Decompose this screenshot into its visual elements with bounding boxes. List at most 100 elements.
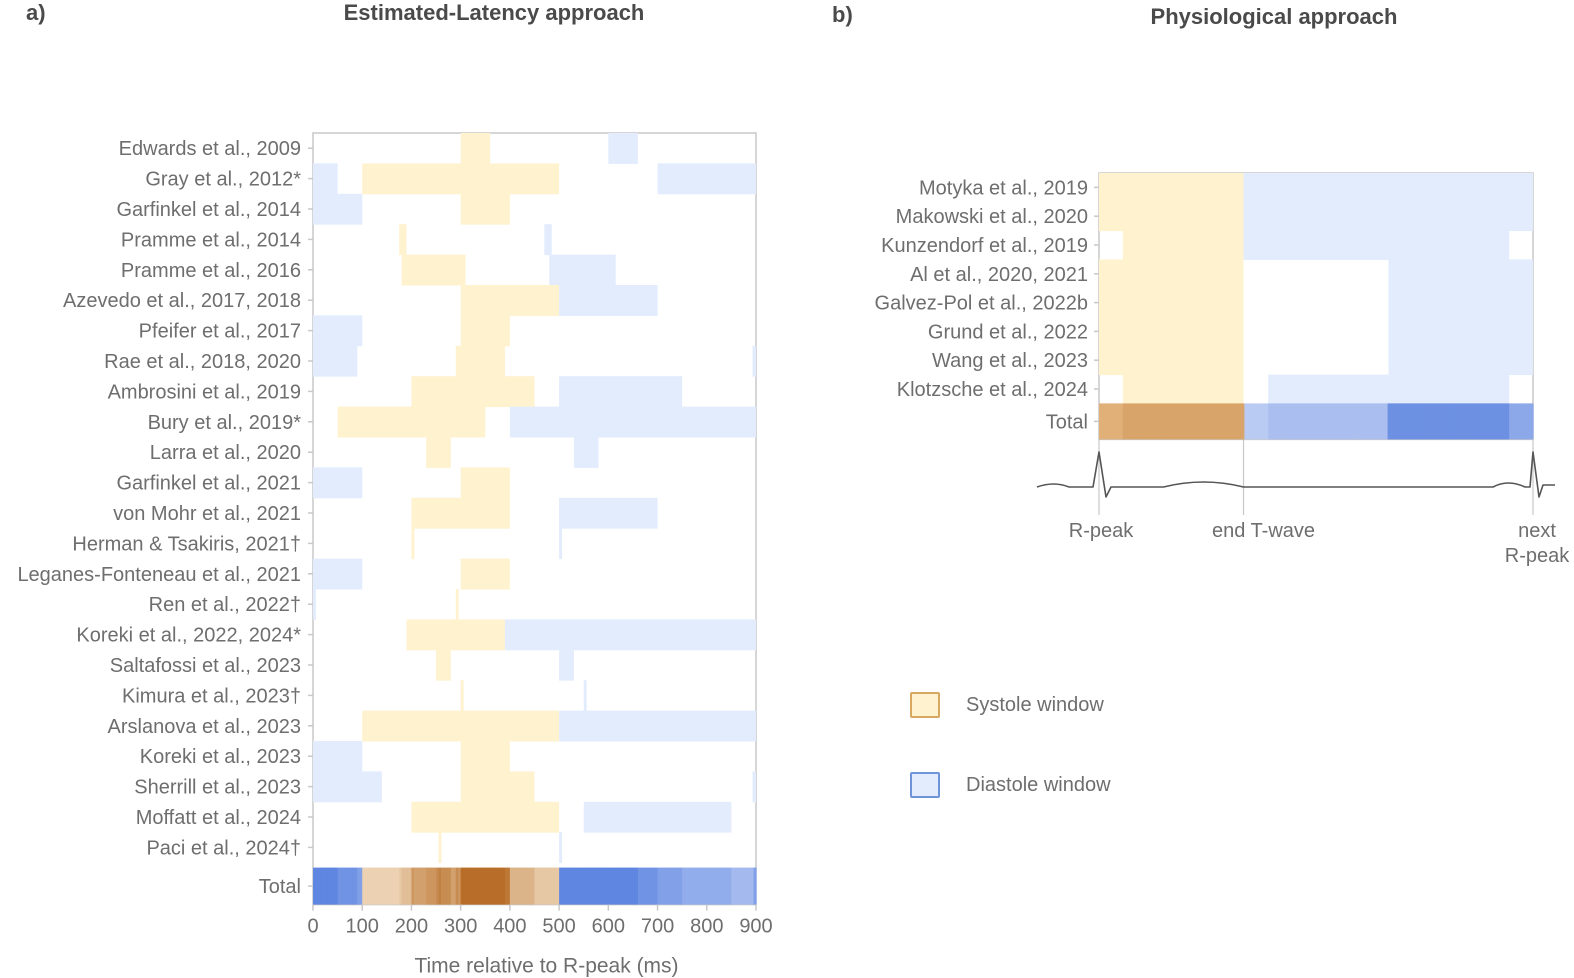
total-cell (335, 867, 339, 905)
total-cell (687, 867, 691, 905)
total-cell (1229, 403, 1232, 440)
total-cell (342, 867, 346, 905)
diastole-bar (573, 437, 599, 468)
total-cell (1511, 403, 1515, 440)
total-cell (1509, 403, 1512, 440)
total-cell (1394, 403, 1397, 440)
total-cell (1400, 403, 1404, 440)
total-cell (349, 867, 353, 905)
total-cell (1402, 403, 1406, 440)
panel-b-letter: b) (832, 2, 853, 27)
x-tick-label: 0 (307, 916, 318, 938)
total-cell (396, 867, 400, 905)
total-cell (1140, 403, 1143, 440)
total-cell (692, 867, 696, 905)
total-cell (1448, 403, 1452, 440)
y-tick-label: Ren et al., 2022† (149, 594, 301, 616)
systole-bar (426, 437, 451, 468)
total-cell (620, 867, 624, 905)
total-cell (1389, 403, 1393, 440)
total-cell (453, 867, 457, 905)
diastole-bar (504, 619, 756, 651)
systole-bar (460, 558, 510, 590)
total-cell (1424, 403, 1428, 440)
total-cell (445, 867, 449, 905)
total-cell (1309, 403, 1313, 440)
total-cell (485, 867, 489, 905)
total-cell (480, 867, 484, 905)
total-cell (517, 867, 521, 905)
total-cell (1470, 403, 1473, 440)
diastole-bar (752, 345, 756, 377)
total-cell (1324, 403, 1328, 440)
total-cell (1435, 403, 1439, 440)
diastole-bar (1388, 288, 1533, 318)
total-cell (701, 867, 705, 905)
total-cell (623, 867, 627, 905)
total-cell (1181, 403, 1185, 440)
total-cell (519, 867, 523, 905)
total-cell (1185, 403, 1189, 440)
y-tick-label: Ambrosini et al., 2019 (108, 381, 301, 403)
total-cell (1294, 403, 1298, 440)
total-cell (1200, 403, 1204, 440)
total-cell (652, 867, 656, 905)
total-cell (662, 867, 666, 905)
panel-a-title: Estimated-Latency approach (343, 0, 645, 25)
total-cell (413, 867, 417, 905)
total-cell (1420, 403, 1423, 440)
diastole-bar (559, 528, 563, 560)
y-tick-label: von Mohr et al., 2021 (113, 503, 301, 525)
total-cell (1224, 403, 1228, 440)
total-cell (674, 867, 678, 905)
total-cell (1109, 403, 1113, 440)
total-cell (1519, 403, 1523, 440)
systole-bar (1099, 259, 1244, 289)
total-cell (1125, 403, 1128, 440)
diastole-bar (559, 376, 683, 408)
total-cell (1218, 403, 1222, 440)
total-cell (428, 867, 432, 905)
total-cell (660, 867, 664, 905)
total-cell (1177, 403, 1180, 440)
landmark-end-t-wave: end T-wave (1212, 520, 1315, 542)
total-cell (1517, 403, 1521, 440)
total-cell (1302, 403, 1306, 440)
y-tick-label: Garfinkel et al., 2014 (116, 199, 301, 221)
total-cell (1426, 403, 1430, 440)
total-cell (468, 867, 472, 905)
total-cell (357, 867, 361, 905)
total-cell (372, 867, 376, 905)
systole-bar (1122, 374, 1244, 404)
y-tick-label: Sherrill et al., 2023 (134, 777, 301, 799)
total-cell (1148, 403, 1152, 440)
total-cell (416, 867, 420, 905)
total-cell (1211, 403, 1215, 440)
total-cell (1205, 403, 1209, 440)
total-cell (1346, 403, 1350, 440)
total-cell (1099, 403, 1102, 440)
total-cell (1250, 403, 1254, 440)
total-cell (549, 867, 553, 905)
total-cell (1253, 403, 1256, 440)
total-cell (512, 867, 516, 905)
total-cell (1151, 403, 1154, 440)
total-cell (640, 867, 644, 905)
diastole-bar (1243, 230, 1510, 260)
total-cell (689, 867, 693, 905)
total-cell (1381, 403, 1384, 440)
total-cell (724, 867, 728, 905)
total-cell (330, 867, 334, 905)
total-cell (1155, 403, 1159, 440)
total-cell (1404, 403, 1408, 440)
total-cell (679, 867, 683, 905)
total-cell (421, 867, 425, 905)
systole-bar (460, 285, 560, 316)
total-cell (1502, 403, 1506, 440)
total-cell (741, 867, 745, 905)
systole-bar (337, 406, 486, 438)
total-cell (1363, 403, 1367, 440)
total-cell (1170, 403, 1174, 440)
total-cell (384, 867, 388, 905)
total-cell (482, 867, 486, 905)
